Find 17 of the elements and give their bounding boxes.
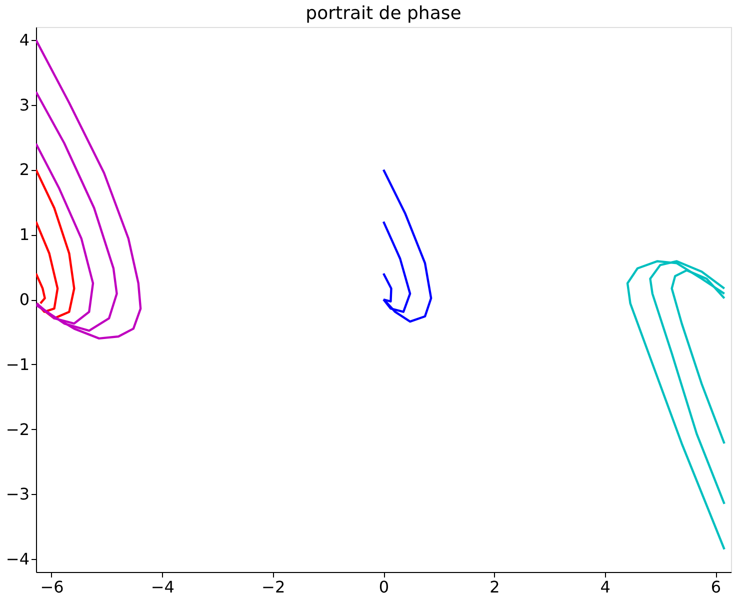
x-tick-label: 4 (600, 578, 610, 596)
x-tick-label: 6 (710, 578, 722, 596)
y-tick-label: −3 (6, 484, 30, 504)
y-tick-label: 2 (19, 160, 30, 180)
y-tick-label: 4 (19, 30, 30, 50)
y-tick-label: −2 (6, 420, 30, 439)
y-tick-label: 1 (19, 225, 30, 244)
x-tick-label: −2 (262, 578, 286, 596)
y-tick-label: 0 (19, 290, 30, 309)
x-tick-label: −6 (40, 578, 64, 596)
y-tick-label: 3 (19, 95, 30, 114)
y-tick-label: −4 (6, 550, 30, 569)
x-tick-label: 2 (490, 578, 500, 596)
y-tick-label: −1 (6, 354, 30, 374)
chart-title: portrait de phase (306, 3, 462, 24)
x-tick-label: −4 (150, 578, 174, 596)
x-tick-label: 0 (378, 578, 390, 596)
